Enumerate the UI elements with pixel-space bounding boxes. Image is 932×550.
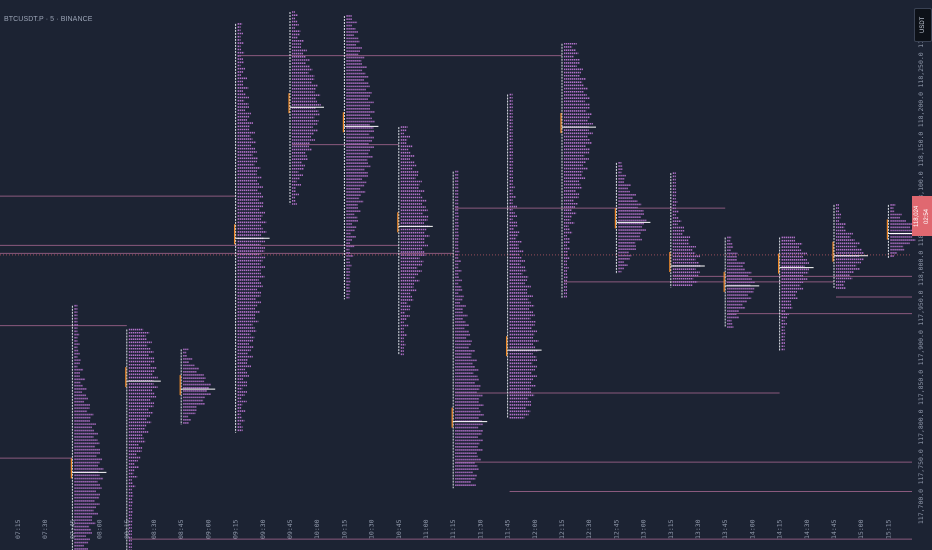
current-price-badge: 118,024 02:54 — [912, 196, 932, 236]
x-tick-label: 13:30 — [694, 519, 702, 539]
y-tick-label: 118,200.0 — [917, 92, 925, 127]
x-tick-label: 07:15 — [14, 519, 22, 539]
y-tick-label: 118,100.0 — [917, 171, 925, 206]
y-tick-label: 117,900.0 — [917, 330, 925, 365]
x-tick-label: 13:00 — [640, 519, 648, 539]
y-tick-label: 117,700.0 — [917, 489, 925, 524]
x-tick-label: 14:30 — [803, 519, 811, 539]
x-tick-label: 14:45 — [830, 519, 838, 539]
y-tick-label: 118,000.0 — [917, 251, 925, 286]
currency-label[interactable]: USDT — [914, 8, 932, 42]
countdown-value: 02:54 — [924, 208, 930, 224]
x-tick-label: 12:45 — [612, 519, 620, 539]
x-tick-label: 13:45 — [721, 519, 729, 539]
y-tick-label: 117,750.0 — [917, 449, 925, 484]
x-tick-label: 15:15 — [884, 519, 892, 539]
x-tick-label: 10:00 — [313, 519, 321, 539]
x-tick-label: 08:45 — [177, 519, 185, 539]
x-tick-label: 09:00 — [204, 519, 212, 539]
y-tick-label: 117,950.0 — [917, 290, 925, 325]
current-price-value: 118,024 — [914, 205, 920, 227]
x-tick-label: 08:30 — [150, 519, 158, 539]
x-tick-label: 10:15 — [340, 519, 348, 539]
x-tick-label: 09:45 — [286, 519, 294, 539]
y-tick-label: 118,150.0 — [917, 132, 925, 167]
x-tick-label: 11:15 — [449, 519, 457, 539]
x-tick-label: 08:15 — [123, 519, 131, 539]
symbol-title[interactable]: BTCUSDT.P · 5 · BINANCE — [4, 16, 93, 23]
x-tick-label: 14:00 — [748, 519, 756, 539]
x-tick-label: 10:30 — [368, 519, 376, 539]
y-tick-label: 117,800.0 — [917, 409, 925, 444]
x-tick-label: 13:15 — [667, 519, 675, 539]
y-tick-label: 118,250.0 — [917, 52, 925, 87]
x-tick-label: 15:00 — [857, 519, 865, 539]
x-tick-label: 09:15 — [232, 519, 240, 539]
x-tick-label: 07:45 — [68, 519, 76, 539]
x-tick-label: 12:00 — [531, 519, 539, 539]
x-tick-label: 10:45 — [395, 519, 403, 539]
y-tick-label: 117,850.0 — [917, 370, 925, 405]
x-tick-label: 12:30 — [585, 519, 593, 539]
x-tick-label: 11:30 — [476, 519, 484, 539]
x-tick-label: 07:30 — [41, 519, 49, 539]
x-tick-label: 12:15 — [558, 519, 566, 539]
x-tick-label: 11:45 — [504, 519, 512, 539]
x-tick-label: 08:00 — [96, 519, 104, 539]
x-tick-label: 09:30 — [259, 519, 267, 539]
x-tick-label: 14:15 — [776, 519, 784, 539]
x-tick-label: 11:00 — [422, 519, 430, 539]
